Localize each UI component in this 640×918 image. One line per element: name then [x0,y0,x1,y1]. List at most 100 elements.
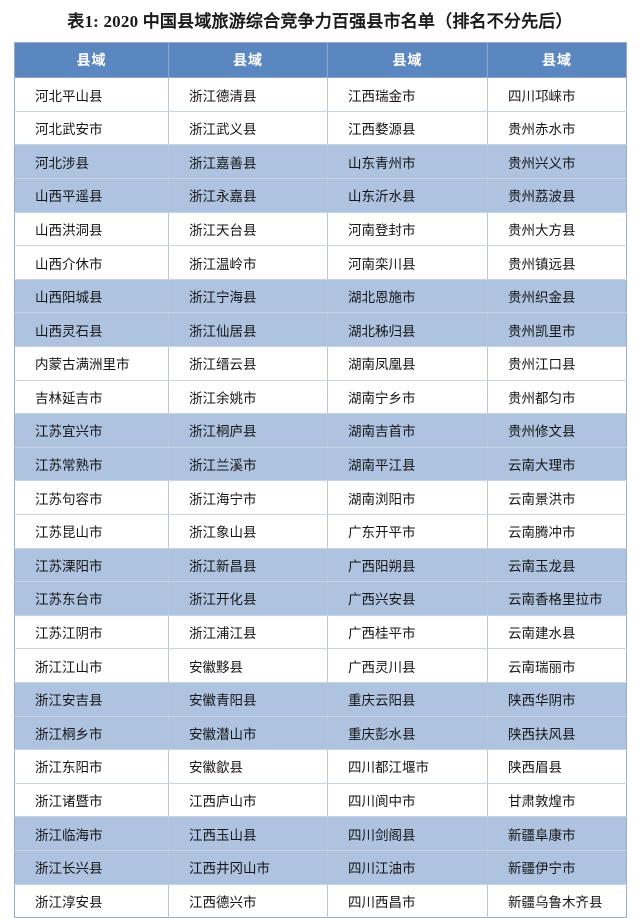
county-cell: 湖南浏阳市 [327,480,488,515]
county-cell: 山东青州市 [327,144,488,180]
page-root: 表1: 2020 中国县域旅游综合竞争力百强县市名单（排名不分先后） 县域 县域… [14,12,627,918]
county-cell: 河北涉县 [14,144,169,180]
county-cell: 河南登封市 [327,212,488,247]
county-cell: 新疆乌鲁木齐县 [487,884,627,918]
county-cell: 甘肃敦煌市 [487,783,627,818]
county-cell: 安徽歙县 [168,749,328,784]
county-cell: 湖南凤凰县 [327,346,488,381]
county-cell: 四川邛崃市 [487,77,627,112]
table-row: 浙江东阳市 安徽歙县 四川都江堰市 陕西眉县 [14,749,627,784]
table-body: 河北平山县 浙江德清县 江西瑞金市 四川邛崃市河北武安市 浙江武义县 江西婺源县 贵州赤水市… [14,77,627,918]
county-cell: 湖南宁乡市 [327,380,488,415]
county-cell: 浙江仙居县 [168,312,328,347]
county-cell: 江西瑞金市 [327,77,488,112]
county-cell: 陕西眉县 [487,749,627,784]
county-cell: 云南瑞丽市 [487,648,627,683]
county-cell: 江苏句容市 [14,480,169,515]
column-header-1: 县域 [14,42,169,79]
county-cell: 浙江海宁市 [168,480,328,515]
county-cell: 四川剑阁县 [327,816,488,851]
table-row: 山西平遥县 浙江永嘉县 山东沂水县 贵州荔波县 [14,178,627,213]
county-cell: 浙江开化县 [168,581,328,616]
county-cell: 江苏东台市 [14,581,169,616]
county-cell: 贵州赤水市 [487,111,627,146]
table-row: 浙江长兴县 江西井冈山市 四川江油市 新疆伊宁市 [14,850,627,885]
table-row: 江苏常熟市 浙江兰溪市 湖南平江县 云南大理市 [14,447,627,482]
table-row: 河北涉县 浙江嘉善县 山东青州市 贵州兴义市 [14,144,627,180]
county-cell: 山西平遥县 [14,178,169,213]
county-cell: 浙江宁海县 [168,279,328,314]
county-cell: 贵州修文县 [487,413,627,448]
county-cell: 山西阳城县 [14,279,169,314]
county-cell: 贵州江口县 [487,346,627,381]
county-cell: 吉林延吉市 [14,380,169,415]
table-row: 浙江江山市 安徽黟县 广西灵川县 云南瑞丽市 [14,648,627,683]
county-cell: 浙江淳安县 [14,884,169,918]
county-cell: 贵州镇远县 [487,245,627,280]
county-cell: 江西德兴市 [168,884,328,918]
county-cell: 云南大理市 [487,447,627,482]
county-cell: 内蒙古满洲里市 [14,346,169,381]
county-cell: 江西庐山市 [168,783,328,818]
county-cell: 河北平山县 [14,77,169,112]
county-cell: 江苏昆山市 [14,514,169,549]
county-cell: 江西婺源县 [327,111,488,146]
table-row: 山西介休市 浙江温岭市 河南栾川县 贵州镇远县 [14,245,627,280]
county-cell: 安徽青阳县 [168,682,328,717]
county-cell: 云南景洪市 [487,480,627,515]
page-title: 表1: 2020 中国县域旅游综合竞争力百强县市名单（排名不分先后） [67,12,573,31]
county-cell: 江苏溧阳市 [14,548,169,583]
county-list-table: 县域 县域 县域 县域 河北平山县 浙江德清县 江西瑞金市 四川邛崃市河北武安市 浙江武… [14,42,627,918]
county-cell: 广东开平市 [327,514,488,549]
county-cell: 河南栾川县 [327,245,488,280]
county-cell: 贵州凯里市 [487,312,627,347]
table-row: 江苏宜兴市 浙江桐庐县 湖南吉首市 贵州修文县 [14,413,627,448]
table-row: 江苏句容市 浙江海宁市 湖南浏阳市 云南景洪市 [14,480,627,515]
county-cell: 重庆彭水县 [327,716,488,751]
county-cell: 广西阳朔县 [327,548,488,583]
county-cell: 江苏常熟市 [14,447,169,482]
table-header: 县域 县域 县域 县域 [14,42,627,79]
table-row: 山西灵石县 浙江仙居县 湖北秭归县 贵州凯里市 [14,312,627,347]
table-row: 江苏东台市 浙江开化县 广西兴安县 云南香格里拉市 [14,581,627,616]
county-cell: 山东沂水县 [327,178,488,213]
table-row: 内蒙古满洲里市 浙江缙云县 湖南凤凰县 贵州江口县 [14,346,627,381]
table-row: 江苏江阴市 浙江浦江县 广西桂平市 云南建水县 [14,615,627,650]
column-header-3: 县域 [327,42,488,79]
county-cell: 浙江浦江县 [168,615,328,650]
table-header-row: 县域 县域 县域 县域 [14,42,627,79]
table-row: 山西阳城县 浙江宁海县 湖北恩施市 贵州织金县 [14,279,627,314]
county-cell: 浙江桐乡市 [14,716,169,751]
county-cell: 湖北秭归县 [327,312,488,347]
county-cell: 浙江长兴县 [14,850,169,885]
table-row: 江苏溧阳市 浙江新昌县 广西阳朔县 云南玉龙县 [14,548,627,583]
county-cell: 贵州兴义市 [487,144,627,180]
county-cell: 陕西华阴市 [487,682,627,717]
county-cell: 浙江德清县 [168,77,328,112]
county-cell: 山西洪洞县 [14,212,169,247]
county-cell: 江苏宜兴市 [14,413,169,448]
county-cell: 江苏江阴市 [14,615,169,650]
county-cell: 浙江临海市 [14,816,169,851]
county-cell: 云南玉龙县 [487,548,627,583]
county-cell: 新疆阜康市 [487,816,627,851]
county-cell: 浙江东阳市 [14,749,169,784]
county-cell: 浙江嘉善县 [168,144,328,180]
column-header-4: 县域 [487,42,627,79]
county-cell: 浙江武义县 [168,111,328,146]
county-cell: 浙江永嘉县 [168,178,328,213]
table-row: 浙江诸暨市 江西庐山市 四川阆中市 甘肃敦煌市 [14,783,627,818]
table-row: 浙江安吉县 安徽青阳县 重庆云阳县 陕西华阴市 [14,682,627,717]
county-cell: 四川都江堰市 [327,749,488,784]
table-row: 浙江淳安县 江西德兴市 四川西昌市 新疆乌鲁木齐县 [14,884,627,918]
table-row: 江苏昆山市 浙江象山县 广东开平市 云南腾冲市 [14,514,627,549]
county-cell: 浙江缙云县 [168,346,328,381]
county-cell: 河北武安市 [14,111,169,146]
county-cell: 浙江新昌县 [168,548,328,583]
county-cell: 湖南平江县 [327,447,488,482]
county-cell: 山西介休市 [14,245,169,280]
county-cell: 山西灵石县 [14,312,169,347]
county-cell: 重庆云阳县 [327,682,488,717]
county-cell: 新疆伊宁市 [487,850,627,885]
county-cell: 浙江兰溪市 [168,447,328,482]
